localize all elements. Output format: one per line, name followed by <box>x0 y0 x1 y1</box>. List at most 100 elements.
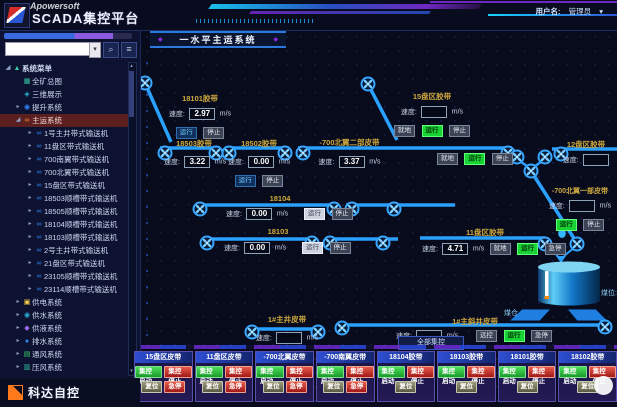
sidebar-item-conveyor[interactable]: ▸ ∞ 18505顺槽带式输送机 <box>0 205 128 218</box>
sidebar-item-conveyor[interactable]: ▸ ∞ 21盘区带式输送机 <box>0 257 128 270</box>
estop-button[interactable]: 急停 <box>285 381 307 393</box>
run-button[interactable]: 运行 <box>555 218 577 231</box>
central-stop-button[interactable]: 集控停止 <box>528 366 556 385</box>
sidebar-item-mine-map[interactable]: ▦ 全矿总图 <box>23 77 62 86</box>
belt-name: -700北翼一部皮带 <box>551 188 608 195</box>
central-stop-button[interactable]: 集控停止 <box>164 366 192 385</box>
search-input[interactable] <box>5 42 101 56</box>
speed-value: 0.00 <box>246 207 273 220</box>
stop-button[interactable]: 停止 <box>329 241 351 254</box>
sidebar-item-conveyor[interactable]: ▸ ∞ 18104顺槽带式输送机 <box>0 218 128 231</box>
run-button[interactable]: 运行 <box>302 241 324 254</box>
sidebar-item-main-transport[interactable]: ◢ ∞ 主运系统 <box>0 114 128 127</box>
expand-icon: ▸ <box>28 273 32 279</box>
sidebar-item-conveyor[interactable]: ▸ ∞ 700北翼带式输送机 <box>0 166 128 179</box>
central-stop-button[interactable]: 集控停止 <box>285 366 313 385</box>
sidebar-item-hoist-system[interactable]: ▸ ◉ 提升系统 <box>0 101 128 114</box>
reset-button[interactable]: 复位 <box>141 381 163 393</box>
run-button[interactable]: 运行 <box>304 207 326 220</box>
sidebar-item-conveyor[interactable]: ▸ ∞ 1号主井带式输送机 <box>0 127 128 140</box>
remote-button[interactable]: 远控 <box>476 329 498 342</box>
sidebar-item-conveyor[interactable]: ▸ ∞ 700南翼带式输送机 <box>0 153 128 166</box>
stop-button[interactable]: 停止 <box>491 152 513 165</box>
hoist-icon: ◉ <box>23 104 31 111</box>
sidebar-item-3d-view[interactable]: ◈ 三维展示 <box>0 88 128 101</box>
central-start-button[interactable]: 集控启动 <box>256 366 284 385</box>
central-start-button[interactable]: 集控启动 <box>438 366 466 385</box>
central-start-button[interactable]: 集控启动 <box>195 366 223 385</box>
stop-button[interactable]: 停止 <box>448 124 470 137</box>
user-menu[interactable]: 用户名: 管理员 ▾ <box>536 6 603 17</box>
scroll-down-icon[interactable]: ▾ <box>130 368 133 374</box>
sidebar-item-conveyor[interactable]: ▸ ∞ 23105顺槽带式输送机 <box>0 270 128 283</box>
local-button[interactable]: 就地 <box>394 124 416 137</box>
reset-button[interactable]: 复位 <box>395 381 417 393</box>
reset-button[interactable]: 复位 <box>516 381 538 393</box>
estop-button[interactable]: 急停 <box>544 242 566 255</box>
sidebar-item-drain-system[interactable]: ▸ ● 排水系统 <box>0 335 128 348</box>
run-button[interactable]: 运行 <box>517 242 539 255</box>
expand-icon: ▸ <box>28 247 32 253</box>
run-button[interactable]: 运行 <box>421 124 443 137</box>
estop-button[interactable]: 急停 <box>346 381 368 393</box>
sidebar-scrollbar[interactable]: ▴ ▾ <box>128 62 137 376</box>
estop-button[interactable]: 急停 <box>164 381 186 393</box>
deco-gradient-bar <box>4 33 132 39</box>
reset-button[interactable]: 复位 <box>201 381 223 393</box>
central-stop-button[interactable]: 集控停止 <box>467 366 495 385</box>
sidebar-item-water-system[interactable]: ▸ ◉ 供水系统 <box>0 309 128 322</box>
panel-title: 11盘区皮带 <box>195 352 253 363</box>
sidebar-item-compressed-air-system[interactable]: ▸ ▥ 压风系统 <box>0 361 128 374</box>
run-button[interactable]: 运行 <box>503 329 525 342</box>
estop-button[interactable]: 急停 <box>224 381 246 393</box>
belt-panel-15pq: 15盘区胶带 速度: m/s 就地 运行 停止 <box>392 91 472 140</box>
speed-value <box>583 153 610 166</box>
run-button[interactable]: 运行 <box>234 174 256 187</box>
stop-button[interactable]: 停止 <box>331 207 353 220</box>
sidebar-item-conveyor[interactable]: ▸ ∞ 23114顺槽带式输送机 <box>0 283 128 296</box>
central-start-button[interactable]: 集控启动 <box>498 366 527 385</box>
central-stop-button[interactable]: 集控停止 <box>346 366 374 385</box>
reset-button[interactable]: 复位 <box>323 381 345 393</box>
central-stop-button[interactable]: 集控停止 <box>224 366 253 385</box>
sidebar-item-conveyor[interactable]: ▸ ∞ 18503顺槽带式输送机 <box>0 192 128 205</box>
central-start-button[interactable]: 集控启动 <box>559 366 587 385</box>
speed-value: 2.97 <box>189 107 216 120</box>
reset-button[interactable]: 复位 <box>455 381 477 393</box>
stop-button[interactable]: 停止 <box>262 174 284 187</box>
menu-icon[interactable]: ≡ <box>121 42 137 58</box>
sidebar-item-ventilation-system[interactable]: ▸ ▤ 通风系统 <box>0 348 128 361</box>
reset-button[interactable]: 复位 <box>577 381 599 393</box>
control-panel-700south: -700南翼皮带 集控启动 集控停止 复位 急停 <box>315 351 375 402</box>
sidebar-item-conveyor[interactable]: ▸ ∞ 15盘区带式输送机 <box>0 179 128 192</box>
stop-button[interactable]: 停止 <box>203 126 225 139</box>
central-start-button[interactable]: 集控启动 <box>316 366 345 385</box>
run-button[interactable]: 运行 <box>464 152 486 165</box>
chevron-down-icon[interactable]: ▾ <box>89 42 101 58</box>
keda-logo-text: 科达自控 <box>28 386 81 400</box>
local-button[interactable]: 就地 <box>489 242 511 255</box>
speed-value <box>569 199 596 212</box>
sidebar-item-conveyor[interactable]: ▸ ∞ 2号主井带式输送机 <box>0 244 128 257</box>
sidebar-item-conveyor[interactable]: ▸ ∞ 18103顺槽带式输送机 <box>0 231 128 244</box>
keda-logo-icon <box>8 385 23 400</box>
central-start-button[interactable]: 集控启动 <box>377 366 405 385</box>
central-stop-button[interactable]: 集控停止 <box>406 366 435 385</box>
belt-name: 15盘区胶带 <box>412 92 452 101</box>
sidebar-item-fluid-system[interactable]: ▸ ◆ 供液系统 <box>0 322 128 335</box>
search-icon[interactable]: ⌕ <box>103 42 119 58</box>
central-start-button[interactable]: 集控启动 <box>135 366 163 385</box>
estop-button[interactable]: 急停 <box>530 329 552 342</box>
sidebar-item-conveyor[interactable]: ▸ ∞ 11盘区带式输送机 <box>0 140 128 153</box>
fan-icon: ▤ <box>23 351 31 358</box>
local-button[interactable]: 就地 <box>437 152 458 165</box>
reset-button[interactable]: 复位 <box>262 381 284 393</box>
belt-panel-18103-row: 速度: 0.00 m/s 运行 停止 <box>224 239 352 257</box>
belt-name: 18101胶带 <box>182 94 218 103</box>
run-button[interactable]: 运行 <box>175 126 197 139</box>
stop-button[interactable]: 停止 <box>583 218 605 231</box>
tree-root[interactable]: ◢ ▲ 系统菜单 <box>5 64 52 73</box>
scroll-up-icon[interactable]: ▴ <box>130 63 133 69</box>
scrollbar-thumb[interactable] <box>129 71 134 117</box>
sidebar-item-power-system[interactable]: ▸ ▣ 供电系统 <box>0 296 128 309</box>
